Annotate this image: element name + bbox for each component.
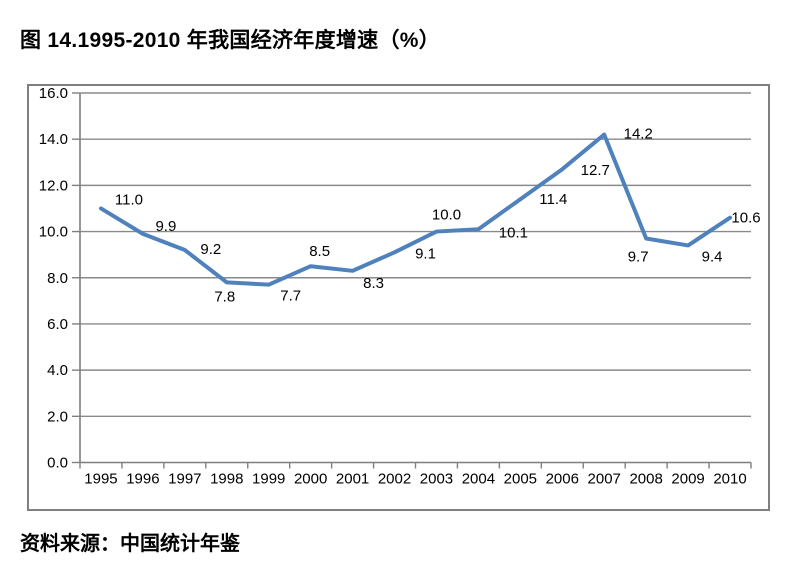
x-tick-label: 2010 bbox=[713, 471, 746, 488]
x-tick-label: 2003 bbox=[420, 471, 453, 488]
y-tick-label: 14.0 bbox=[39, 131, 68, 148]
y-tick-label: 12.0 bbox=[39, 177, 68, 194]
data-point-label: 10.1 bbox=[499, 224, 528, 241]
data-point-label: 11.4 bbox=[539, 191, 567, 208]
data-line bbox=[98, 132, 733, 287]
x-tick-label: 2000 bbox=[294, 471, 327, 488]
y-tick-label: 8.0 bbox=[47, 270, 68, 287]
x-tick-label: 1996 bbox=[126, 471, 159, 488]
y-tick-label: 6.0 bbox=[47, 316, 68, 333]
x-tick-label: 2009 bbox=[671, 471, 704, 488]
x-tick-label: 2002 bbox=[378, 471, 411, 488]
x-tick-label: 2006 bbox=[546, 471, 579, 488]
data-point-label: 9.1 bbox=[415, 245, 436, 262]
data-point-label: 8.5 bbox=[309, 243, 330, 260]
data-point-label: 10.6 bbox=[731, 210, 760, 227]
line-chart: 0.0 2.0 4.0 6.0 8.0 10.0 12.0 14.0 16.0 1995 1996 1… bbox=[27, 84, 770, 511]
data-point-label: 9.9 bbox=[155, 218, 176, 235]
y-tick-label: 2.0 bbox=[47, 408, 68, 425]
data-point-label: 9.4 bbox=[702, 248, 723, 265]
data-point-label: 7.7 bbox=[280, 288, 301, 305]
data-point-label: 14.2 bbox=[624, 126, 653, 143]
data-point-label: 12.7 bbox=[581, 162, 610, 179]
x-tick-label: 2005 bbox=[504, 471, 537, 488]
data-point-label: 10.0 bbox=[432, 207, 461, 224]
x-tick-label: 1997 bbox=[168, 471, 201, 488]
data-point-label: 9.7 bbox=[628, 248, 649, 265]
source-note: 资料来源：中国统计年鉴 bbox=[20, 533, 240, 555]
x-tick-label: 1998 bbox=[210, 471, 243, 488]
data-point-label: 11.0 bbox=[115, 191, 143, 208]
x-tick-label: 2004 bbox=[462, 471, 495, 488]
y-tick-label: 16.0 bbox=[39, 85, 68, 102]
x-tick-label: 2001 bbox=[336, 471, 369, 488]
y-tick-label: 4.0 bbox=[47, 362, 68, 379]
y-tick-label: 10.0 bbox=[39, 224, 68, 241]
x-tick-label: 1995 bbox=[84, 471, 117, 488]
data-point-label: 8.3 bbox=[363, 275, 384, 292]
chart-title: 图 14.1995-2010 年我国经济年度增速（%） bbox=[20, 29, 441, 52]
data-point-label: 7.8 bbox=[214, 288, 235, 305]
y-tick-label: 0.0 bbox=[47, 455, 68, 472]
x-tick-label: 1999 bbox=[252, 471, 285, 488]
chart-border bbox=[27, 84, 770, 511]
x-tick-label: 2008 bbox=[629, 471, 662, 488]
x-tick-label: 2007 bbox=[588, 471, 621, 488]
data-point-label: 9.2 bbox=[200, 241, 221, 258]
